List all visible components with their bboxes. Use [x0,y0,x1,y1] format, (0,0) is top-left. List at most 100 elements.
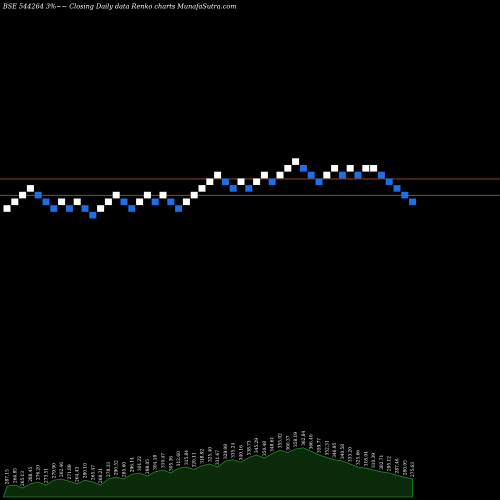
down-brick-50 [385,178,393,185]
up-brick-43 [331,165,339,172]
volume-label-11: 280.10 [84,463,89,478]
down-brick-16 [120,198,128,206]
volume-label-18: 301.22 [138,456,143,471]
volume-label-4: 288.45 [29,466,34,481]
up-brick-27 [206,178,214,185]
volume-label-14: 278.33 [107,462,112,477]
volume-label-36: 355.02 [279,433,284,448]
down-brick-41 [315,178,323,185]
up-brick-48 [370,165,378,172]
volume-label-47: 318.04 [364,451,369,466]
up-brick-14 [104,198,112,206]
volume-label-16: 285.60 [123,462,128,477]
volume-labels: 287.15 266.85 265.13 288.45 276.20 273.51 279.… [6,430,417,486]
volume-label-53: 275.63 [411,462,416,477]
up-brick-4 [26,185,34,192]
down-brick-44 [338,171,346,179]
up-brick-36 [276,171,284,179]
down-brick-40 [307,171,315,179]
volume-label-37: 360.37 [286,435,291,450]
down-brick-30 [229,185,237,192]
volume-label-27: 325.40 [208,447,213,462]
volume-label-10: 264.43 [76,466,81,481]
up-brick-47 [362,165,370,172]
volume-label-39: 362.84 [302,430,307,445]
volume-label-43: 346.95 [333,442,338,457]
volume-label-34: 350.48 [263,441,268,456]
volume-label-19: 298.05 [146,459,151,474]
volume-label-41: 359.77 [318,438,323,453]
down-brick-53 [409,198,417,206]
down-brick-5 [34,191,42,199]
down-brick-52 [401,191,409,199]
up-brick-13 [97,205,105,212]
down-brick-6 [42,198,50,206]
down-brick-29 [221,178,229,185]
down-brick-32 [245,185,253,192]
up-brick-8 [58,198,66,206]
up-brick-42 [323,171,331,179]
down-brick-20 [151,198,159,206]
up-brick-28 [214,171,222,179]
down-brick-39 [299,165,307,172]
up-brick-26 [198,185,206,192]
up-brick-31 [237,178,245,185]
volume-label-52: 280.05 [403,460,408,475]
up-brick-25 [190,191,198,199]
renko-bricks [3,158,417,219]
down-brick-35 [268,178,276,185]
down-brick-17 [128,205,136,212]
volume-label-25: 320.11 [193,452,198,467]
volume-label-13: 268.21 [99,468,104,483]
volume-label-38: 358.19 [294,432,299,447]
volume-label-51: 287.46 [396,458,401,473]
volume-label-1: 287.15 [6,469,11,484]
volume-label-12: 265.47 [91,465,96,480]
volume-label-44: 340.58 [341,444,346,459]
volume-label-9: 271.89 [68,464,73,479]
volume-label-33: 345.29 [255,438,260,453]
volume-label-32: 338.73 [247,440,252,455]
up-brick-33 [253,178,261,185]
down-brick-49 [377,171,385,179]
up-brick-2 [11,198,19,206]
down-brick-7 [50,205,58,212]
volume-area-path [2,447,413,498]
volume-label-31: 340.16 [240,445,245,460]
up-brick-37 [284,165,292,172]
up-brick-45 [346,165,354,172]
volume-label-22: 305.36 [169,456,174,471]
volume-label-40: 366.40 [310,434,315,449]
volume-label-23: 312.60 [177,451,182,466]
down-brick-9 [65,205,73,212]
up-brick-21 [159,191,167,199]
volume-label-29: 329.08 [224,444,229,459]
volume-label-28: 331.67 [216,450,221,465]
volume-label-46: 325.66 [357,450,362,465]
up-brick-19 [143,191,151,199]
up-brick-3 [19,191,27,199]
volume-label-50: 295.12 [388,456,393,471]
volume-area [2,447,413,498]
volume-label-48: 310.39 [372,453,377,468]
reference-lines [0,178,500,196]
down-brick-23 [175,205,183,212]
down-brick-22 [167,198,175,206]
volume-label-26: 318.92 [201,448,206,463]
volume-label-5: 276.20 [37,465,42,480]
volume-label-21: 310.47 [162,453,167,468]
volume-label-2: 266.85 [13,468,18,483]
volume-label-49: 302.71 [380,454,385,469]
up-brick-15 [112,191,120,199]
volume-label-6: 273.51 [45,468,50,483]
up-brick-1 [3,205,11,212]
up-brick-24 [182,198,190,206]
down-brick-12 [89,211,97,219]
up-brick-10 [73,198,81,206]
up-brick-38 [292,158,300,165]
volume-label-42: 352.31 [325,440,330,455]
down-brick-46 [354,171,362,179]
volume-label-35: 348.61 [271,436,276,451]
